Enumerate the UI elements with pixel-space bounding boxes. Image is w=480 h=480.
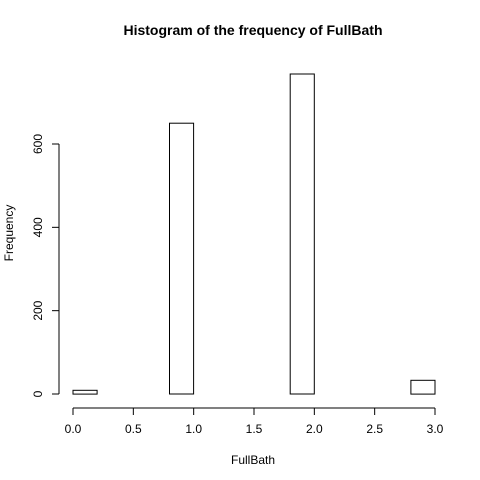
x-tick-label: 2.5: [366, 422, 383, 436]
x-tick-label: 0.5: [125, 422, 142, 436]
x-tick-label: 1.0: [185, 422, 202, 436]
x-tick-label: 1.5: [246, 422, 263, 436]
x-tick-label: 3.0: [427, 422, 444, 436]
histogram-bars: [72, 73, 436, 395]
histogram-bar: [289, 73, 315, 395]
x-tick-label: 2.0: [306, 422, 323, 436]
histogram-bar: [72, 389, 98, 395]
chart-title: Histogram of the frequency of FullBath: [123, 22, 382, 38]
y-axis: 0 200 400 600: [31, 134, 60, 397]
y-tick-label: 400: [31, 217, 45, 237]
y-tick-label: 200: [31, 300, 45, 320]
histogram-bar: [169, 122, 195, 395]
y-tick-label: 0: [31, 390, 45, 397]
y-tick-label: 600: [31, 134, 45, 154]
x-tick-label: 0.0: [65, 422, 82, 436]
histogram-bar: [410, 379, 436, 395]
x-axis-label: FullBath: [231, 453, 275, 467]
y-axis-label: Frequency: [2, 205, 16, 262]
x-axis: 0.0 0.5 1.0 1.5 2.0 2.5 3.0: [65, 407, 444, 436]
